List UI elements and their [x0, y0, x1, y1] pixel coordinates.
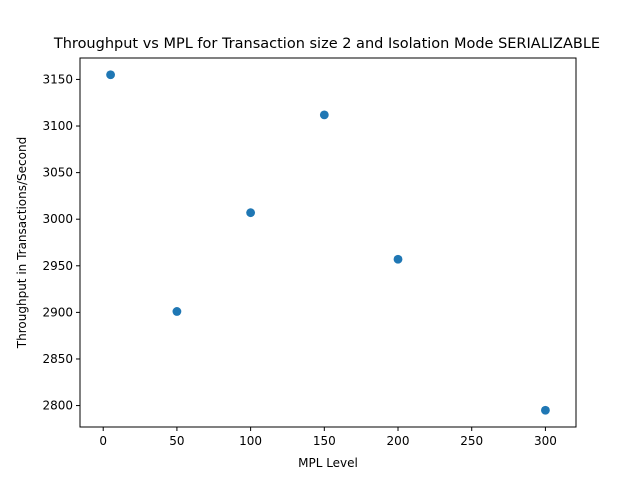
y-axis-label: Throughput in Transactions/Second [15, 137, 29, 349]
x-tick-label: 300 [534, 434, 557, 448]
plot-area [106, 70, 550, 415]
plot-frame [79, 57, 577, 428]
x-tick-label: 100 [239, 434, 262, 448]
y-tick-label: 2800 [42, 399, 73, 413]
y-tick-label: 2850 [42, 352, 73, 366]
data-point [393, 254, 403, 264]
x-tick-label: 0 [99, 434, 107, 448]
y-tick-label: 2900 [42, 305, 73, 319]
data-point [246, 208, 256, 218]
chart-title: Throughput vs MPL for Transaction size 2… [53, 36, 600, 52]
data-point [172, 307, 182, 316]
x-tick-label: 50 [169, 434, 184, 448]
data-point [541, 405, 550, 415]
y-tick-label: 3000 [42, 212, 73, 226]
data-point [106, 70, 115, 80]
x-tick-label: 200 [387, 434, 410, 448]
data-point [319, 110, 329, 120]
y-tick-label: 2950 [42, 259, 73, 273]
x-axis-label: MPL Level [298, 456, 358, 470]
y-axis: 2800 2850 2900 2950 3000 3050 3100 3150 [42, 72, 80, 413]
x-tick-label: 250 [460, 434, 483, 448]
y-tick-label: 3150 [42, 72, 73, 86]
x-tick-label: 150 [313, 434, 336, 448]
y-tick-label: 3100 [42, 119, 73, 133]
y-tick-label: 3050 [42, 166, 73, 180]
x-axis: 0 50 100 150 200 250 300 [99, 427, 557, 448]
